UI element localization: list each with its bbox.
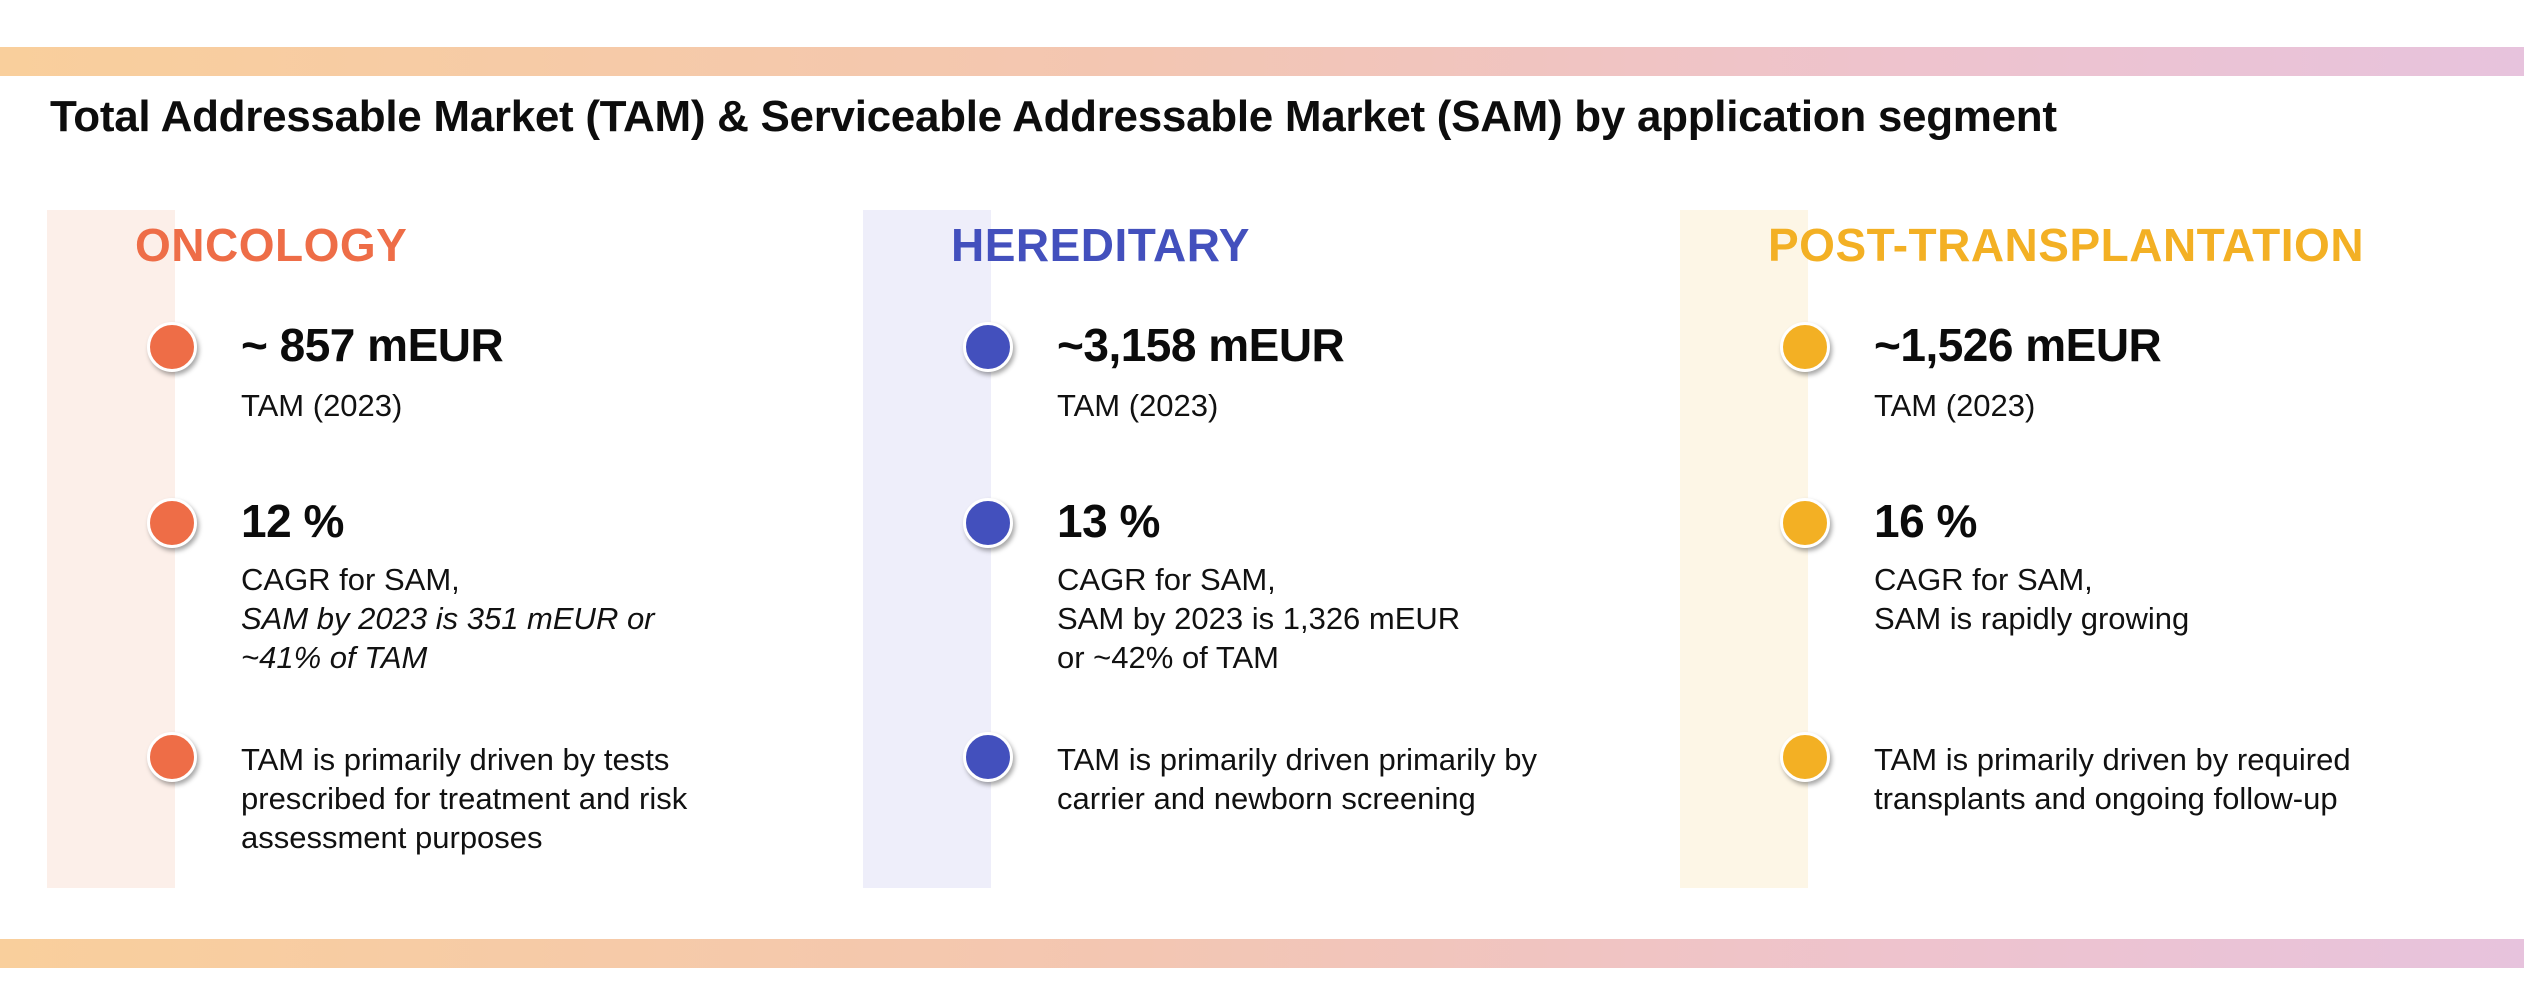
tam-label: TAM (2023) (1874, 388, 2036, 423)
bottom-gradient-band (0, 939, 2524, 968)
segment-oncology: ONCOLOGY ~ 857 mEUR TAM (2023) 12 % CAGR… (47, 210, 807, 890)
segment-accent-strip (863, 210, 991, 888)
driver-line: assessment purposes (241, 820, 543, 855)
cagr-line: SAM is rapidly growing (1874, 601, 2190, 636)
segment-accent-strip (1680, 210, 1808, 888)
cagr-value: 13 % (1057, 495, 1160, 547)
segment-heading: HEREDITARY (951, 219, 1250, 271)
page-title: Total Addressable Market (TAM) & Service… (50, 92, 2057, 141)
bullet-dot-icon (1780, 322, 1830, 372)
tam-label: TAM (2023) (241, 388, 403, 423)
cagr-description: CAGR for SAM, SAM by 2023 is 1,326 mEUR … (1057, 560, 1460, 677)
bullet-dot-icon (147, 498, 197, 548)
segment-hereditary: HEREDITARY ~3,158 mEUR TAM (2023) 13 % C… (863, 210, 1623, 890)
tam-label: TAM (2023) (1057, 388, 1219, 423)
driver-line: carrier and newborn screening (1057, 781, 1476, 816)
driver-line: TAM is primarily driven primarily by (1057, 742, 1537, 777)
tam-value: ~ 857 mEUR (241, 319, 504, 371)
bullet-dot-icon (1780, 498, 1830, 548)
bullet-dot-icon (147, 322, 197, 372)
driver-line: TAM is primarily driven by tests (241, 742, 670, 777)
cagr-line: ~41% of TAM (241, 640, 428, 675)
bullet-dot-icon (147, 732, 197, 782)
bullet-dot-icon (963, 498, 1013, 548)
bullet-dot-icon (963, 322, 1013, 372)
driver-line: TAM is primarily driven by required (1874, 742, 2351, 777)
cagr-line: CAGR for SAM, (1057, 562, 1276, 597)
driver-description: TAM is primarily driven by required tran… (1874, 740, 2351, 818)
cagr-line: CAGR for SAM, (241, 562, 460, 597)
segment-post-transplantation: POST-TRANSPLANTATION ~1,526 mEUR TAM (20… (1680, 210, 2440, 890)
cagr-value: 12 % (241, 495, 344, 547)
bullet-dot-icon (1780, 732, 1830, 782)
cagr-line: SAM by 2023 is 1,326 mEUR (1057, 601, 1461, 636)
segment-heading: POST-TRANSPLANTATION (1768, 219, 2365, 271)
cagr-line: or ~42% of TAM (1057, 640, 1279, 675)
top-gradient-band (0, 47, 2524, 76)
cagr-description: CAGR for SAM, SAM is rapidly growing (1874, 560, 2189, 638)
driver-description: TAM is primarily driven primarily by car… (1057, 740, 1537, 818)
tam-value: ~1,526 mEUR (1874, 319, 2162, 371)
tam-value: ~3,158 mEUR (1057, 319, 1345, 371)
driver-description: TAM is primarily driven by tests prescri… (241, 740, 687, 857)
driver-line: transplants and ongoing follow-up (1874, 781, 2338, 816)
segment-heading: ONCOLOGY (135, 219, 408, 271)
cagr-description: CAGR for SAM, SAM by 2023 is 351 mEUR or… (241, 560, 655, 677)
driver-line: prescribed for treatment and risk (241, 781, 688, 816)
cagr-line: CAGR for SAM, (1874, 562, 2093, 597)
cagr-value: 16 % (1874, 495, 1977, 547)
bullet-dot-icon (963, 732, 1013, 782)
segment-accent-strip (47, 210, 175, 888)
cagr-line: SAM by 2023 is 351 mEUR or (241, 601, 655, 636)
